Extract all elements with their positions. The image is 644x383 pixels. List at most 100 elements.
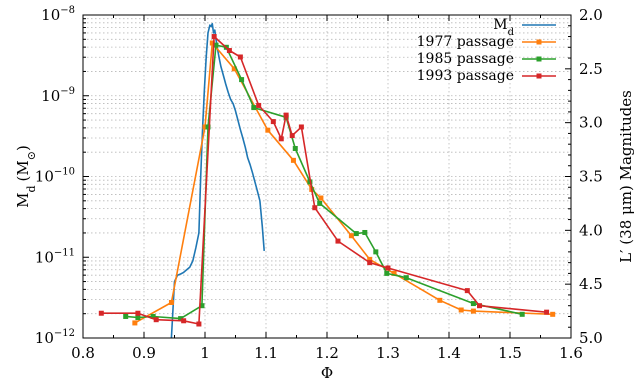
y-tick-base: 10 <box>35 248 54 266</box>
data-point <box>278 136 284 142</box>
y-tick-label: 10−8 <box>41 5 75 24</box>
data-point <box>362 229 368 235</box>
data-point <box>226 48 232 54</box>
series-line <box>170 22 265 338</box>
data-point <box>202 124 208 130</box>
legend-label-sub: d <box>508 27 515 38</box>
data-point <box>289 133 295 139</box>
data-point <box>283 112 289 118</box>
data-point <box>335 238 341 244</box>
data-point <box>348 233 354 239</box>
y-axis-label-unit-symbol: ⊙ <box>25 151 38 160</box>
data-point <box>239 77 245 83</box>
y2-tick-label: 3.5 <box>579 168 603 186</box>
y-tick-base: 10 <box>35 329 54 347</box>
y-axis-label-sub: d <box>25 185 38 192</box>
y-tick-base: 10 <box>35 168 54 186</box>
x-tick-label: 1.6 <box>559 344 583 362</box>
legend-label-text: 1985 passage <box>417 51 514 67</box>
data-point <box>385 265 391 271</box>
data-point <box>237 54 243 60</box>
data-point <box>353 231 359 237</box>
y-tick-base: 10 <box>41 87 60 105</box>
legend-label: 1977 passage <box>417 34 514 50</box>
data-point <box>550 311 556 317</box>
data-point <box>519 311 525 317</box>
legend-label-text: M <box>493 17 507 33</box>
series-0 <box>170 22 265 338</box>
x-tick-label: 1.5 <box>498 344 522 362</box>
legend-label: 1985 passage <box>417 51 514 67</box>
y-tick-exponent: −11 <box>54 247 75 258</box>
data-point <box>98 310 104 316</box>
x-tick-label: 1 <box>200 344 210 362</box>
x-tick-label: 0.8 <box>71 344 95 362</box>
labels: Φ Md (M⊙) L′ (38 μm) Magnitudes <box>14 90 635 382</box>
data-point <box>437 297 443 303</box>
legend-marker <box>536 56 542 62</box>
data-point <box>135 315 141 321</box>
legend-label: 1993 passage <box>417 68 514 84</box>
data-point <box>477 303 482 309</box>
legend-marker <box>536 39 542 45</box>
data-point <box>256 102 262 108</box>
y-tick-base: 10 <box>41 6 60 24</box>
data-point <box>265 127 271 133</box>
data-point <box>367 260 373 266</box>
data-point <box>150 313 156 319</box>
data-point <box>298 124 304 130</box>
y2-tick-label: 2.0 <box>579 6 603 24</box>
data-point <box>384 270 390 276</box>
data-point <box>213 42 219 48</box>
data-point <box>290 157 296 163</box>
y2-tick-label: 5.0 <box>579 329 603 347</box>
data-point <box>209 40 215 46</box>
y2-tick-label: 4.0 <box>579 221 603 239</box>
ticks: 0.8 0.9 1 1.1 1.2 1.3 1.4 1.5 1.610−1210−1110−10… <box>35 5 603 362</box>
y-tick-exponent: −12 <box>54 328 75 339</box>
data-point <box>123 313 129 319</box>
data-point <box>317 200 323 206</box>
series-3 <box>98 34 550 327</box>
x-tick-label: 1.1 <box>254 344 278 362</box>
data-point <box>132 320 138 326</box>
data-point <box>199 303 205 309</box>
y-tick-label: 10−12 <box>35 328 75 347</box>
x-tick-label: 1.4 <box>437 344 461 362</box>
x-axis-label: Φ <box>321 364 333 382</box>
data-point <box>373 249 379 255</box>
data-point <box>470 301 476 307</box>
y-axis-label: Md (M⊙) <box>14 145 38 208</box>
x-tick-label: 1.2 <box>315 344 339 362</box>
series-line <box>125 44 523 320</box>
y-axis-label-unit-close: ) <box>14 145 32 151</box>
data-point <box>470 308 476 314</box>
data-point <box>318 195 324 201</box>
data-point <box>178 316 184 322</box>
data-point <box>231 66 237 72</box>
y-tick-exponent: −9 <box>60 86 75 97</box>
data-point <box>196 321 202 327</box>
y-tick-label: 10−10 <box>35 167 75 186</box>
x-tick-label: 1.3 <box>376 344 400 362</box>
data-point <box>153 317 159 323</box>
x-tick-label: 0.9 <box>132 344 156 362</box>
data-point <box>270 119 276 125</box>
legend-label-text: 1993 passage <box>417 68 514 84</box>
y-tick-label: 10−11 <box>35 247 75 266</box>
y2-axis-label: L′ (38 μm) Magnitudes <box>617 90 635 263</box>
y2-tick-label: 3.0 <box>579 114 603 132</box>
series-line <box>134 42 553 324</box>
data-point <box>181 318 187 324</box>
legend-label-text: 1977 passage <box>417 34 514 50</box>
y-tick-exponent: −10 <box>54 167 75 178</box>
y-tick-label: 10−9 <box>41 86 75 105</box>
y-tick-exponent: −8 <box>60 5 75 16</box>
data-point <box>403 275 409 281</box>
data-point <box>135 310 141 316</box>
data-point <box>211 34 217 40</box>
data-point <box>544 309 550 315</box>
legend-marker <box>536 73 542 79</box>
